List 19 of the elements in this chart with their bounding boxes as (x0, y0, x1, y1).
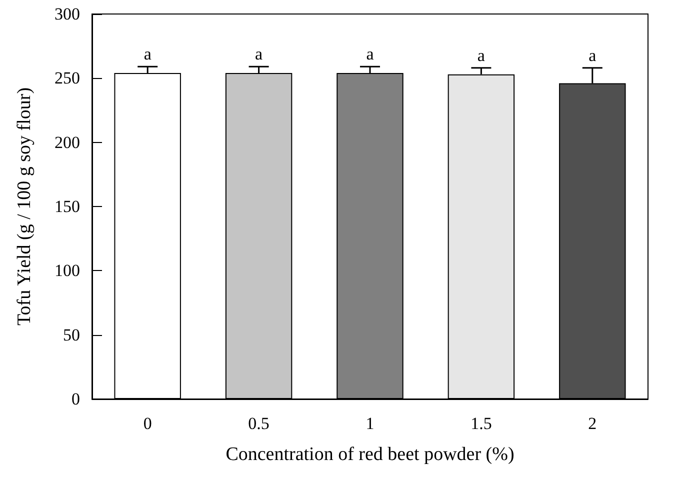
x-tick-label: 0 (143, 414, 152, 433)
x-tick-label: 2 (588, 414, 597, 433)
y-tick-label: 250 (54, 68, 80, 88)
y-tick-label: 200 (54, 132, 80, 152)
annotation: a (255, 44, 264, 64)
annotation: a (366, 44, 374, 64)
y-tick-label: 0 (72, 390, 80, 408)
y-tick-label: 300 (54, 4, 80, 24)
annotation: a (477, 46, 486, 65)
y-tick-label: 150 (54, 197, 80, 216)
x-tick-label: 1 (366, 414, 374, 433)
x-axis-title: Concentration of red beet powder (%) (226, 444, 514, 465)
x-tick-label: 0.5 (248, 414, 270, 433)
annotation: a (144, 44, 152, 64)
y-tick-label: 50 (63, 325, 80, 344)
y-axis-title: Tofu Yield (g / 100 g soy flour) (14, 87, 35, 326)
y-tick-label: 100 (54, 261, 80, 280)
x-tick-label: 1.5 (470, 414, 492, 433)
annotation: a (588, 46, 597, 65)
